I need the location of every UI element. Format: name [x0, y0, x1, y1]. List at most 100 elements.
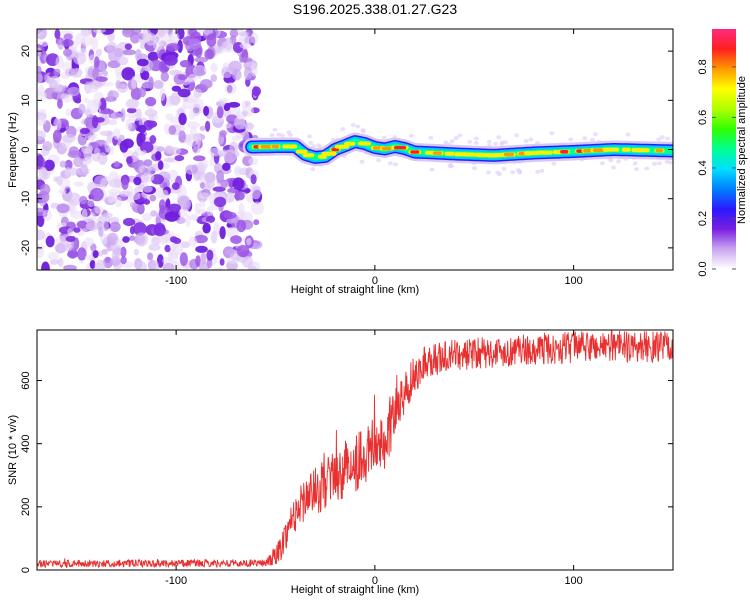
noise-blob [99, 130, 114, 136]
noise-blob [224, 38, 233, 51]
noise-blob [41, 261, 50, 270]
noise-blob [129, 226, 135, 235]
noise-blob [246, 238, 252, 246]
noise-blob [85, 222, 99, 231]
noise-blob [97, 152, 108, 165]
noise-blob [166, 43, 180, 52]
noise-blob [220, 180, 230, 188]
snr-panel: -100 0 100 0 200 400 600 Height of straight l… [7, 329, 674, 596]
chart-title: S196.2025.338.01.27.G23 [293, 1, 457, 17]
noise-blob [84, 237, 94, 247]
noise-blob [212, 267, 224, 270]
noise-blob [73, 181, 85, 187]
noise-blob [429, 167, 435, 172]
noise-blob [308, 140, 314, 145]
noise-blob [510, 170, 516, 175]
noise-blob [67, 250, 79, 259]
noise-blobs [37, 29, 673, 270]
noise-blob [113, 160, 120, 168]
noise-blob [156, 146, 165, 152]
noise-blob [107, 145, 114, 155]
noise-blob [222, 71, 232, 79]
noise-blob [224, 82, 237, 95]
noise-blob [120, 108, 126, 122]
noise-blob [188, 236, 197, 247]
noise-blob [94, 56, 100, 68]
noise-blob [195, 255, 201, 267]
noise-blob [40, 183, 51, 196]
noise-blob [58, 188, 67, 195]
noise-blob [161, 189, 169, 201]
noise-blob [110, 111, 121, 121]
noise-blob [227, 187, 238, 194]
noise-blob [37, 213, 45, 227]
noise-blob [177, 39, 183, 53]
noise-blob [472, 166, 477, 171]
noise-blob [188, 38, 202, 50]
noise-blob [63, 48, 73, 57]
noise-blob [165, 145, 173, 152]
noise-blob [126, 98, 140, 109]
noise-blob [95, 76, 108, 82]
noise-blob [198, 261, 210, 270]
noise-blob [250, 201, 264, 215]
noise-blob [122, 236, 130, 243]
x-tick-label: 100 [564, 575, 582, 587]
noise-blob [115, 238, 123, 249]
noise-blob [159, 204, 165, 214]
noise-blob [153, 80, 164, 89]
x-tick-label: 0 [372, 575, 378, 587]
noise-blob [174, 155, 185, 162]
noise-blob [98, 226, 104, 237]
noise-blob [43, 159, 55, 171]
noise-blob [129, 201, 136, 208]
noise-blob [224, 122, 232, 129]
noise-blob [60, 72, 70, 79]
noise-blob [205, 120, 211, 132]
noise-blob [37, 130, 46, 141]
noise-blob [108, 171, 119, 181]
noise-blob [172, 237, 182, 244]
x-tick-label: -100 [165, 575, 187, 587]
top-y-ticks: -20 -10 0 10 20 [20, 45, 673, 256]
noise-blob [241, 255, 253, 268]
noise-blob [200, 251, 207, 265]
noise-blob [172, 182, 180, 191]
noise-blob [186, 200, 192, 208]
noise-blob [448, 163, 454, 167]
noise-blob [121, 67, 135, 81]
noise-blob [157, 160, 164, 171]
noise-blob [57, 257, 64, 268]
noise-blob [42, 141, 53, 152]
noise-blob [133, 176, 142, 186]
noise-blob [149, 135, 157, 144]
noise-blob [38, 166, 48, 181]
noise-blob [133, 222, 147, 236]
noise-blob [143, 199, 151, 205]
noise-blob [186, 121, 200, 129]
noise-blob [196, 162, 208, 172]
noise-blob [242, 105, 254, 117]
noise-blob [206, 205, 213, 218]
noise-blob [152, 38, 163, 51]
noise-blob [286, 130, 292, 135]
noise-blob [76, 220, 88, 229]
noise-blob [194, 234, 208, 244]
noise-blob [486, 139, 492, 144]
noise-blob [125, 156, 133, 165]
noise-blob [236, 29, 244, 34]
noise-blob [192, 103, 201, 116]
noise-blob [103, 256, 113, 269]
noise-blob [213, 222, 221, 237]
noise-blob [199, 125, 206, 132]
noise-blob [473, 136, 479, 141]
top-y-axis-label: Frequency (Hz) [7, 112, 19, 188]
noise-blob [232, 177, 245, 190]
noise-blob [496, 135, 502, 140]
noise-blob [178, 208, 188, 218]
noise-blob [388, 161, 393, 166]
noise-blob [449, 139, 455, 144]
noise-blob [111, 251, 121, 259]
noise-blob [230, 235, 242, 244]
noise-blob [87, 199, 94, 208]
